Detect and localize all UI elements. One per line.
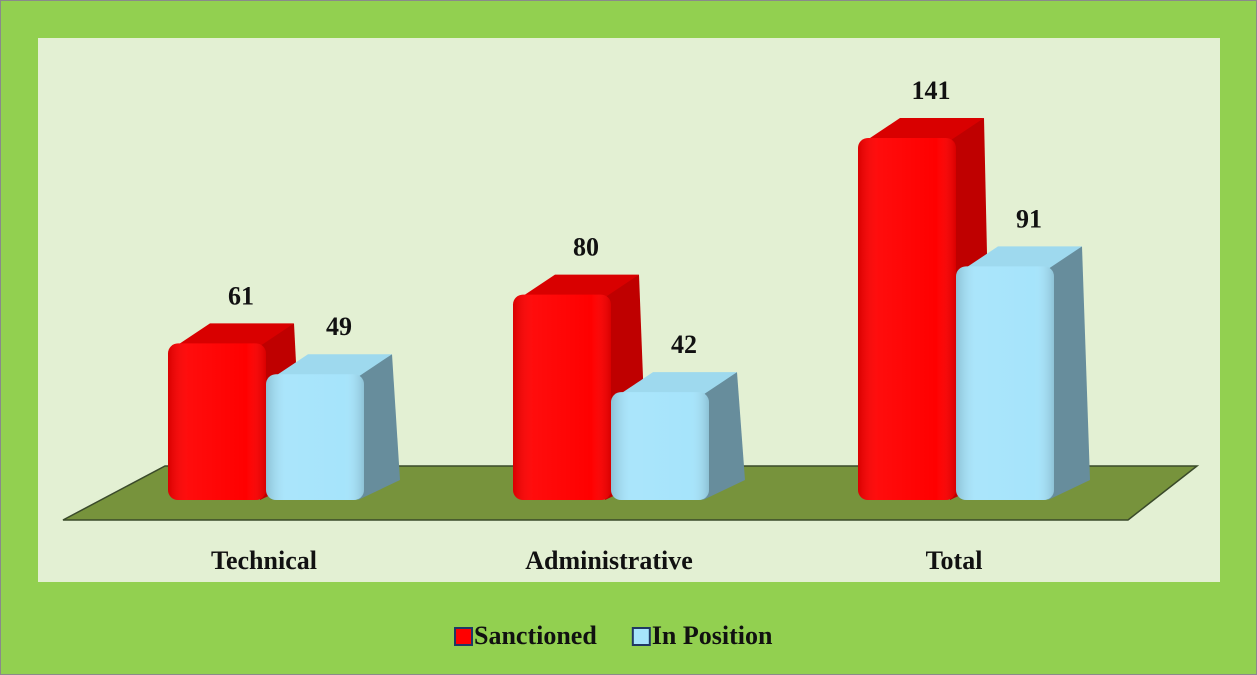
bar-shine [858,138,956,500]
bar-top [272,354,392,379]
legend-swatch [631,627,651,646]
data-label: 49 [326,312,352,341]
data-label: 42 [671,330,697,359]
bar-side [1046,246,1090,500]
data-label: 141 [912,76,951,105]
x-tick-label: Technical [211,546,317,575]
bar [956,246,1090,500]
bar-side [356,354,400,500]
x-tick-label: Total [926,546,983,575]
bar-top [174,323,294,348]
data-label: 91 [1016,204,1042,233]
bar [611,372,745,500]
bar [266,354,400,500]
bar-shine [266,374,364,500]
bar-side [701,372,745,500]
data-label: 61 [228,281,254,310]
bar-shine [956,266,1054,500]
bar-shine [513,294,611,500]
legend-swatch [454,627,473,646]
legend-label: Sanctioned [474,621,597,650]
bar-top [864,118,984,142]
legend-label: In Position [652,621,773,650]
bar-top [617,372,737,397]
data-label: 80 [573,233,599,262]
bar-shine [168,343,266,500]
x-tick-label: Administrative [525,546,693,575]
bar-shine [611,392,709,500]
bar-top [519,274,639,299]
bar-top [962,246,1082,271]
